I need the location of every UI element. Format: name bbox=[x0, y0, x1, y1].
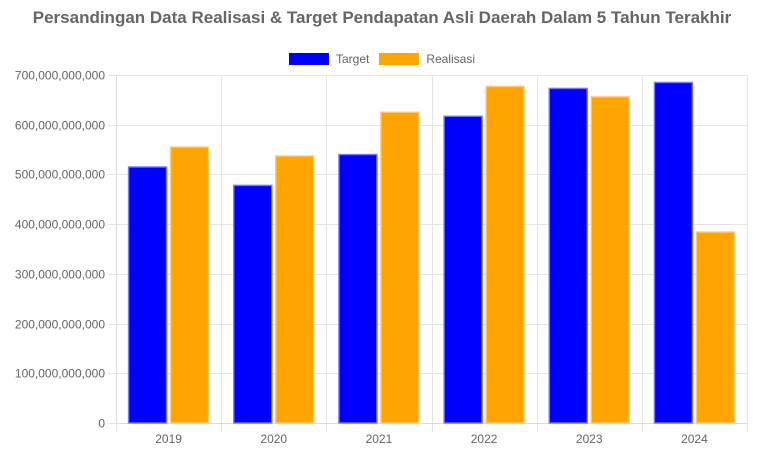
legend-swatch-target bbox=[288, 53, 329, 65]
bars: Target 2019: 515,000,000,000Realisasi 20… bbox=[127, 81, 736, 424]
legend-item-target[interactable]: Target bbox=[288, 52, 370, 66]
bar-target-2021[interactable]: Target 2021: 540,000,000,000 bbox=[338, 153, 378, 424]
y-tick-label: 100,000,000,000 bbox=[15, 367, 105, 381]
bar-target-2020[interactable]: Target 2020: 478,000,000,000 bbox=[233, 184, 273, 424]
legend-label-target: Target bbox=[335, 52, 370, 66]
x-tick-label: 2022 bbox=[471, 432, 498, 446]
y-tick-label: 500,000,000,000 bbox=[15, 168, 105, 182]
y-tick-label: 300,000,000,000 bbox=[15, 268, 105, 282]
y-tick-label: 0 bbox=[98, 417, 105, 431]
chart-legend: Target Realisasi bbox=[0, 51, 764, 67]
chart-title: Persandingan Data Realisasi & Target Pen… bbox=[32, 8, 732, 27]
legend-item-realisasi[interactable]: Realisasi bbox=[379, 52, 475, 66]
bar-realisasi-2019[interactable]: Realisasi 2019: 555,000,000,000 bbox=[169, 146, 210, 424]
bar-target-2024[interactable]: Target 2024: 685,000,000,000 bbox=[653, 81, 694, 424]
bar-target-2022[interactable]: Target 2022: 617,000,000,000 bbox=[443, 115, 483, 424]
x-tick-label: 2021 bbox=[366, 432, 393, 446]
x-tick-label: 2023 bbox=[576, 432, 603, 446]
bar-target-2023[interactable]: Target 2023: 673,000,000,000 bbox=[548, 87, 588, 424]
y-tick-label: 200,000,000,000 bbox=[15, 318, 105, 332]
x-axis: 2019 2020 2021 2022 2023 2024 bbox=[116, 423, 747, 446]
x-tick-label: 2020 bbox=[260, 432, 287, 446]
legend-swatch-realisasi bbox=[379, 53, 420, 65]
y-tick-label: 600,000,000,000 bbox=[15, 119, 105, 133]
bar-realisasi-2020[interactable]: Realisasi 2020: 537,000,000,000 bbox=[275, 155, 315, 424]
bar-target-2019[interactable]: Target 2019: 515,000,000,000 bbox=[127, 166, 168, 424]
y-tick-label: 700,000,000,000 bbox=[15, 69, 105, 83]
bar-realisasi-2024[interactable]: Realisasi 2024: 384,000,000,000 bbox=[695, 231, 736, 424]
bar-realisasi-2021[interactable]: Realisasi 2021: 625,000,000,000 bbox=[380, 111, 420, 424]
bar-realisasi-2023[interactable]: Realisasi 2023: 656,000,000,000 bbox=[590, 96, 630, 424]
x-tick-label: 2019 bbox=[155, 432, 182, 446]
bar-realisasi-2022[interactable]: Realisasi 2022: 677,000,000,000 bbox=[485, 85, 525, 424]
y-tick-label: 400,000,000,000 bbox=[15, 218, 105, 232]
x-tick-label: 2024 bbox=[681, 432, 708, 446]
y-axis: 0 100,000,000,000 200,000,000,000 300,000,0… bbox=[15, 69, 117, 431]
legend-label-realisasi: Realisasi bbox=[426, 52, 476, 66]
